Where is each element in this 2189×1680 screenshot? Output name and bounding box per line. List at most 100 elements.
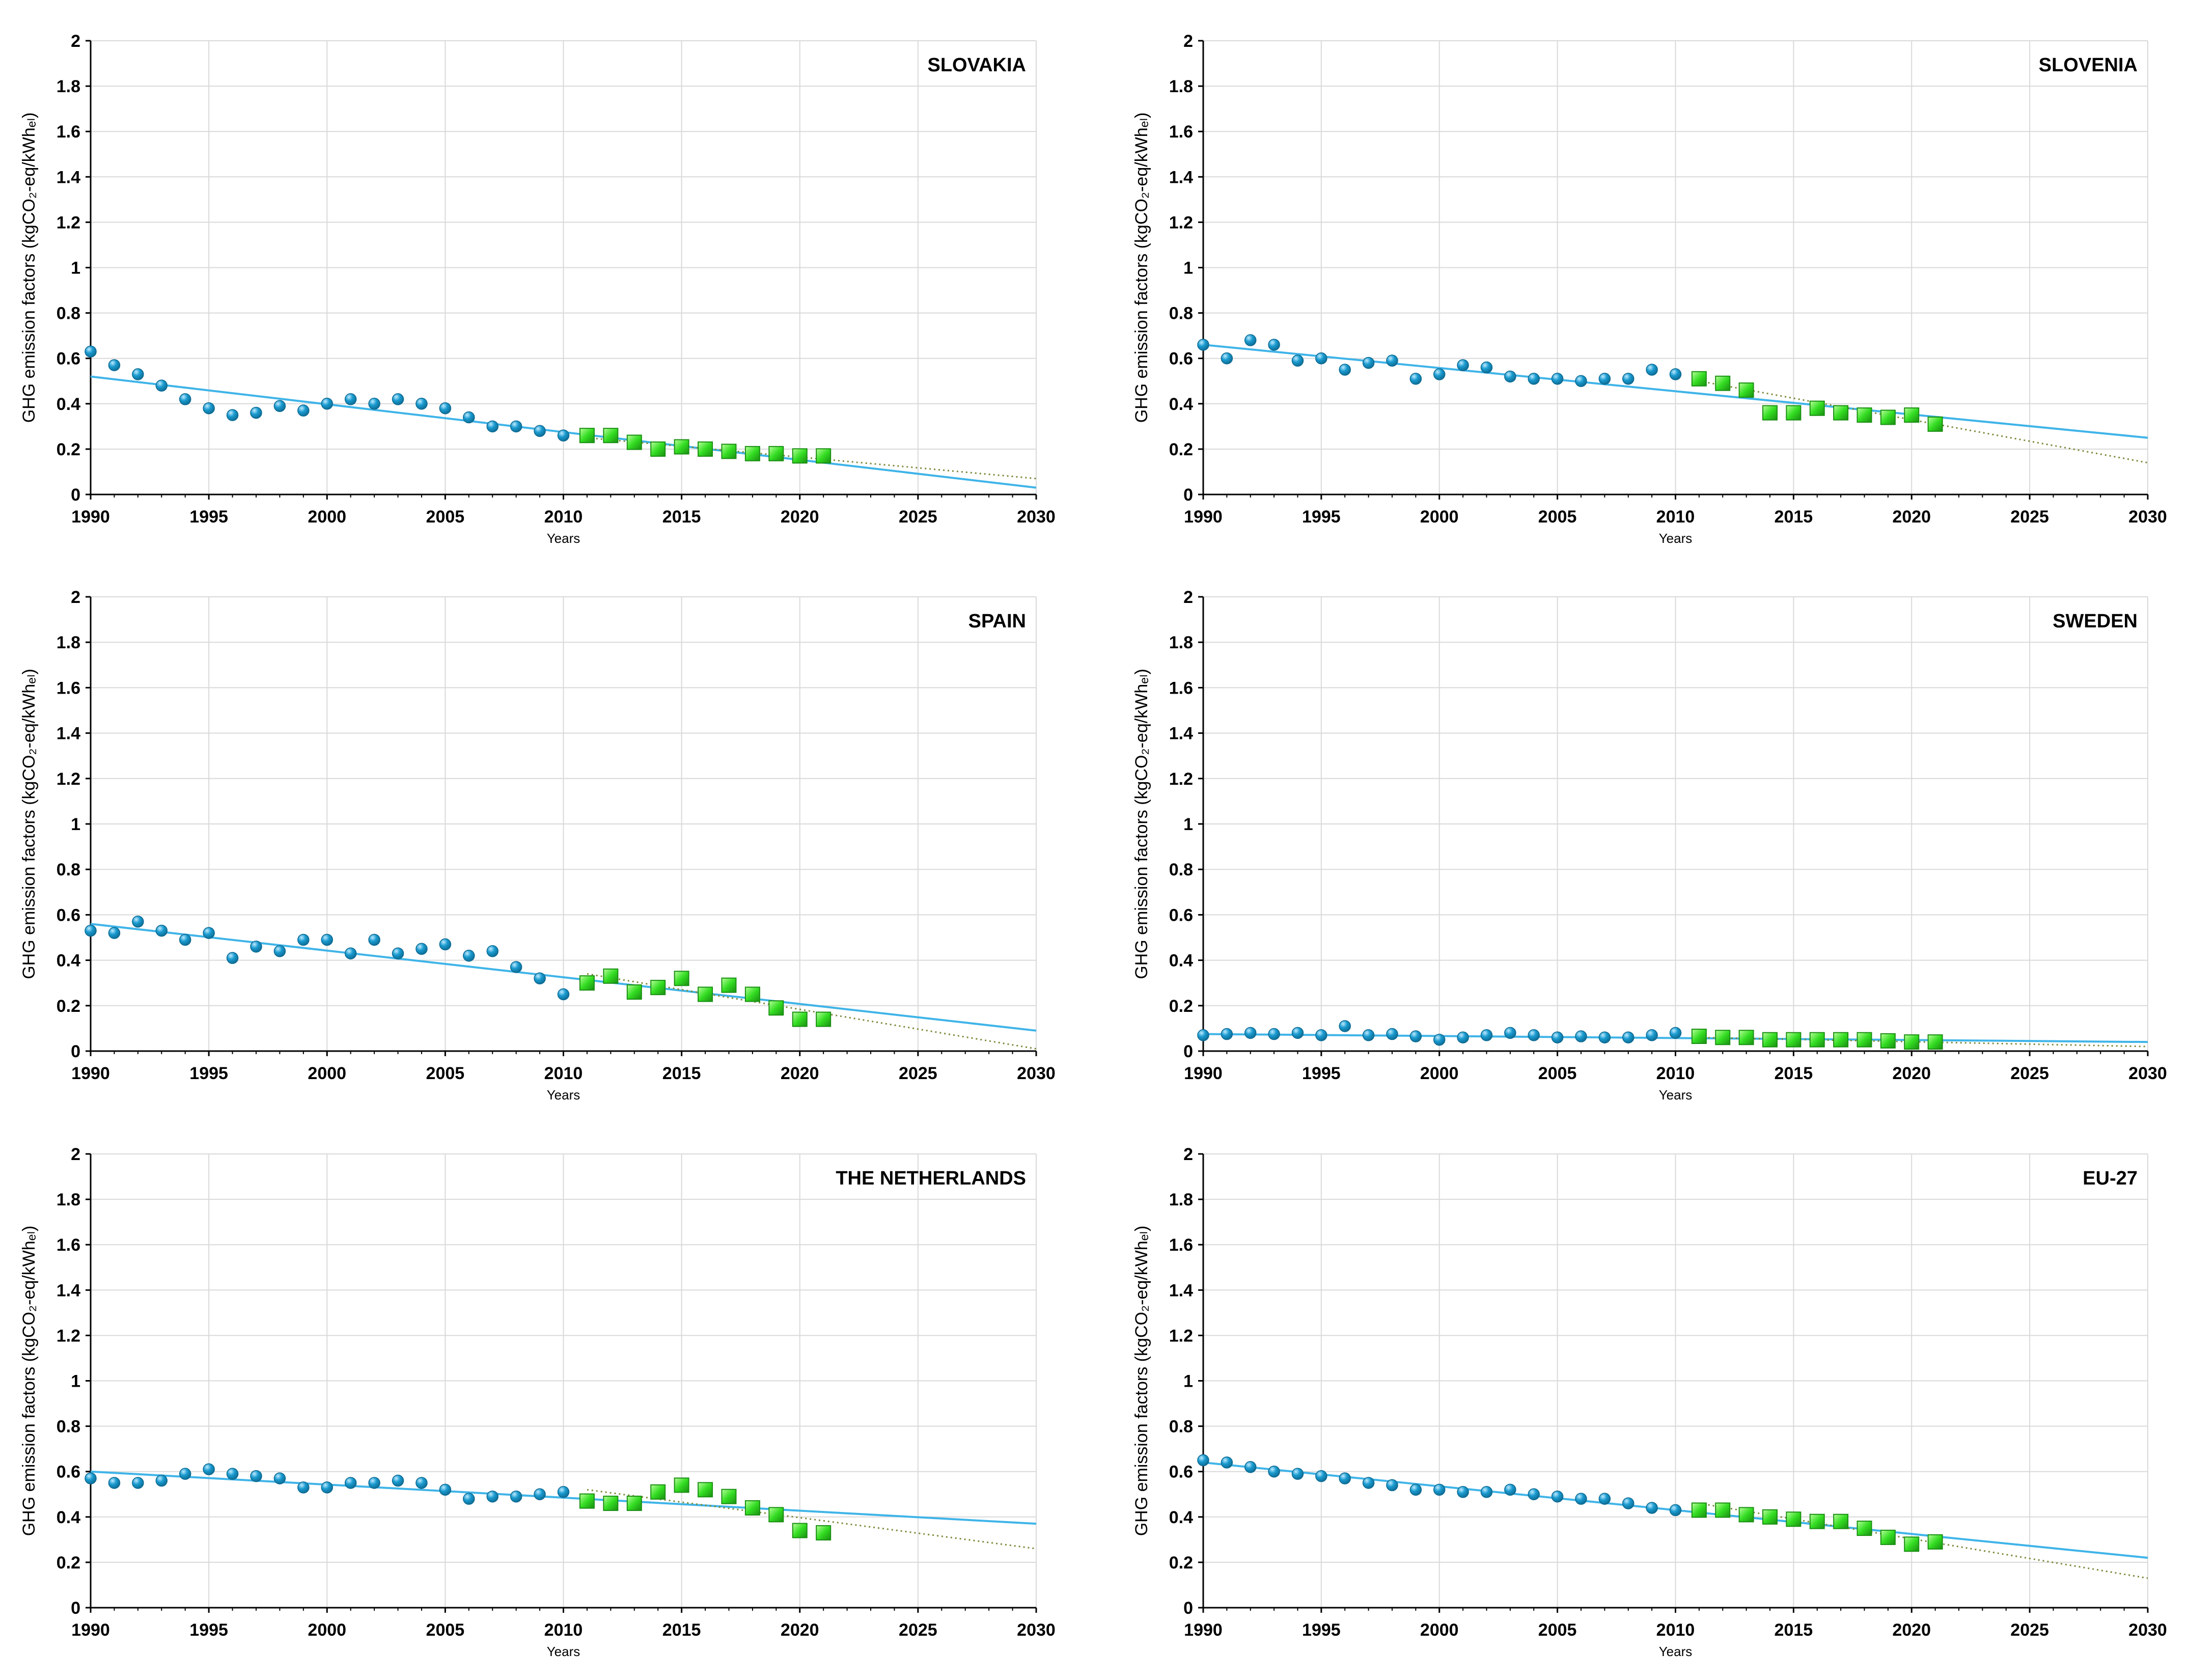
data-point [1480,1486,1493,1498]
data-point-square [1904,1536,1920,1552]
y-tick-label: 1.8 [57,77,80,96]
x-axis-title: Years [547,1644,580,1659]
data-point-square [650,980,666,996]
chart-title: SPAIN [968,611,1026,632]
x-tick-label: 2015 [1775,1620,1813,1640]
y-tick-label: 0 [1183,1599,1193,1618]
data-point [226,409,239,421]
y-tick-label: 0.2 [1169,997,1193,1016]
chart-eu-27: 0 0.2 0.4 0.6 0.8 1 1.2 1.4 1.6 1.8 2 1990 1995 2000 2… [1132,1145,2167,1659]
data-point [321,398,333,410]
y-tick-label: 1.6 [57,678,80,698]
gridlines [1203,596,2148,1052]
dotted-trend-line [1699,380,2148,464]
x-tick-label: 2005 [426,1620,465,1640]
y-tick-label: 0.6 [57,905,80,925]
y-tick-label: 1.6 [1169,678,1193,698]
data-point [486,945,498,957]
y-tick-label: 0.8 [1169,304,1193,323]
y-tick-label: 1.4 [57,168,80,187]
data-point [344,393,357,405]
data-point [273,400,286,412]
x-tick-label: 2025 [899,1064,937,1083]
data-point [1528,373,1540,385]
chart-spain: 0 0.2 0.4 0.6 0.8 1 1.2 1.4 1.6 1.8 2 1990 1995 2000 2… [19,588,1056,1103]
data-point [179,933,191,946]
data-point [108,359,121,371]
data-point [1646,1029,1658,1041]
chart-title: SLOVENIA [2039,54,2138,76]
data-point [179,1468,191,1480]
data-point [85,924,97,937]
series-historical [85,1463,570,1505]
y-tick-label: 0.2 [57,1553,80,1573]
data-point-square [650,1484,666,1500]
data-point [1433,1033,1446,1046]
data-point [1457,1031,1469,1043]
x-axis-title: Years [547,531,580,546]
data-point [1315,1029,1327,1041]
data-point [1291,354,1304,367]
data-point-square [744,986,760,1002]
data-point [1646,364,1658,376]
series-historical [85,916,570,1001]
data-point [1386,354,1398,367]
data-point [392,947,404,959]
x-tick-label: 2015 [662,1620,701,1640]
data-point [132,1477,144,1489]
data-point [1409,1030,1422,1042]
data-point-square [1857,1521,1872,1536]
x-tick-label: 2005 [1538,1620,1577,1640]
y-tick-label: 1.2 [57,1326,80,1345]
data-point-square [721,444,737,459]
y-tick-label: 2 [71,588,80,607]
data-point [155,379,168,392]
y-axis-title: GHG emission factors (kgCO₂-eq/kWhₑₗ) [19,113,39,423]
data-point [226,952,239,964]
data-point [344,947,357,959]
y-tick-label: 0 [1183,485,1193,505]
data-point [534,1488,546,1500]
data-point-square [1927,1034,1943,1050]
data-point [1551,1031,1564,1043]
data-point [463,949,475,962]
x-tick-label: 2005 [426,1064,465,1083]
data-point [179,393,191,405]
y-tick-label: 2 [1183,1145,1193,1164]
data-point [297,404,310,417]
x-tick-label: 2030 [1017,1620,1056,1640]
y-tick-label: 0.2 [1169,1553,1193,1573]
data-point [1197,1029,1209,1041]
data-point-square [1833,405,1849,421]
y-axis-title: GHG emission factors (kgCO₂-eq/kWhₑₗ) [19,669,39,979]
data-point [1221,1456,1233,1469]
data-point [108,927,121,939]
x-tick-label: 2010 [544,1064,583,1083]
data-point-square [1809,400,1825,416]
data-point-square [1857,1032,1872,1048]
data-point [155,924,168,937]
data-point-square [1809,1513,1825,1529]
x-tick-label: 2015 [662,1064,701,1083]
x-tick-label: 2015 [1775,1064,1813,1083]
data-point-square [603,1496,619,1511]
data-point-square [674,439,689,455]
series-recent [579,428,832,464]
data-point [1244,1461,1257,1473]
data-point [1575,1493,1587,1505]
series-recent [579,968,832,1027]
data-point-square [698,441,713,457]
x-axis-title: Years [1659,1087,1693,1103]
data-point [1575,375,1587,387]
x-tick-label: 2000 [1420,1620,1459,1640]
x-tick-label: 1990 [1184,1064,1223,1083]
data-point-square [579,1493,595,1509]
data-point-square [816,1525,832,1540]
data-point [1362,1477,1375,1489]
y-tick-label: 1 [1183,1372,1193,1391]
y-tick-label: 0.6 [57,349,80,369]
data-point-square [1738,1507,1754,1523]
x-tick-label: 2000 [308,1620,346,1640]
data-point-square [816,448,832,464]
